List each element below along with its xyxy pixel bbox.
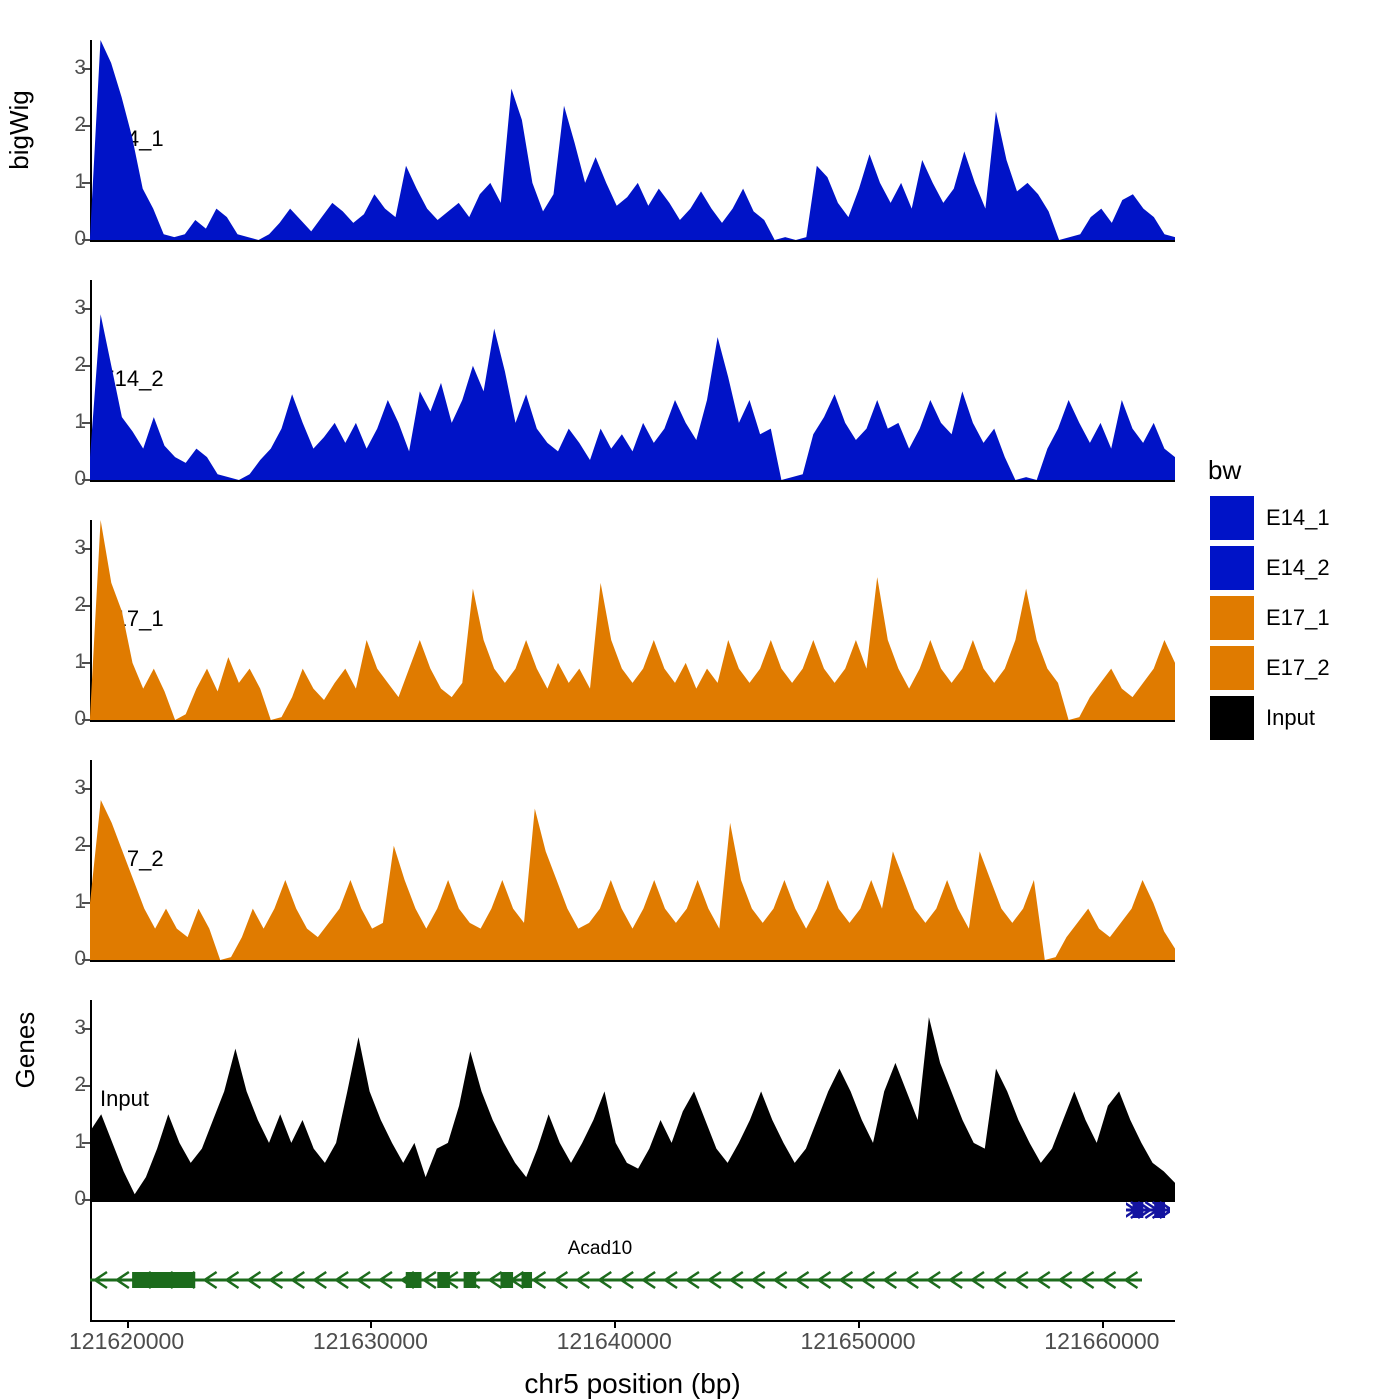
legend-swatch-E14_1 bbox=[1208, 494, 1256, 542]
legend-title: bw bbox=[1208, 455, 1388, 486]
gene-model-Brap[interactable] bbox=[1126, 1190, 1169, 1230]
ytick-label-E17_1-3: 3 bbox=[62, 536, 86, 560]
legend-box: bw E14_1 E14_2 E17_1 E17_2 Input bbox=[1208, 455, 1388, 744]
legend-label-E17_1: E17_1 bbox=[1266, 605, 1330, 631]
legend-label-Input: Input bbox=[1266, 705, 1315, 731]
track-panel-E14_2: 0 1 2 3 E14_2 bbox=[90, 280, 1175, 480]
gene-model-Acad10[interactable] bbox=[90, 1260, 1142, 1300]
gene-exon-Acad10-0 bbox=[132, 1272, 195, 1288]
ytick-label-E17_2-1: 1 bbox=[62, 890, 86, 914]
ytick-label-E14_1-3: 3 bbox=[62, 56, 86, 80]
legend-item-E14_2[interactable]: E14_2 bbox=[1208, 544, 1388, 592]
legend-item-Input[interactable]: Input bbox=[1208, 694, 1388, 742]
genes-panel: Acad10 Brap bbox=[90, 1150, 1175, 1320]
signal-svg-E14_2 bbox=[90, 280, 1175, 480]
xtick-label-121630000: 121630000 bbox=[313, 1328, 428, 1355]
ytick-label-Input-1: 1 bbox=[62, 1130, 86, 1154]
signal-svg-E14_1 bbox=[90, 40, 1175, 240]
legend-item-E14_1[interactable]: E14_1 bbox=[1208, 494, 1388, 542]
xtick-label-121660000: 121660000 bbox=[1044, 1328, 1159, 1355]
signal-svg-E17_2 bbox=[90, 760, 1175, 960]
baseline-E14_2 bbox=[90, 480, 1175, 482]
genes-axis-label: Genes bbox=[10, 950, 41, 1150]
ytick-label-E14_2-0: 0 bbox=[62, 467, 86, 491]
ytick-label-Input-0: 0 bbox=[62, 1187, 86, 1211]
xtick-label-121650000: 121650000 bbox=[800, 1328, 915, 1355]
ytick-label-E14_2-3: 3 bbox=[62, 296, 86, 320]
legend-items: E14_1 E14_2 E17_1 E17_2 Input bbox=[1208, 494, 1388, 742]
legend-swatch-E14_2 bbox=[1208, 544, 1256, 592]
legend-swatch-E17_2 bbox=[1208, 644, 1256, 692]
signal-svg-E17_1 bbox=[90, 520, 1175, 720]
ytick-label-E17_2-3: 3 bbox=[62, 776, 86, 800]
track-panel-E17_2: 0 1 2 3 E17_2 bbox=[90, 760, 1175, 960]
ytick-label-E14_2-2: 2 bbox=[62, 353, 86, 377]
ytick-label-E14_2-1: 1 bbox=[62, 410, 86, 434]
signal-fill-E17_1 bbox=[90, 520, 1175, 720]
signal-fill-E14_2 bbox=[90, 314, 1175, 480]
ytick-label-E17_2-2: 2 bbox=[62, 833, 86, 857]
baseline-E17_1 bbox=[90, 720, 1175, 722]
signal-fill-E17_2 bbox=[90, 800, 1175, 960]
xtick-mark-121650000 bbox=[858, 1320, 860, 1328]
ytick-label-E14_1-2: 2 bbox=[62, 113, 86, 137]
gene-label-Acad10: Acad10 bbox=[568, 1238, 632, 1260]
xtick-label-121620000: 121620000 bbox=[69, 1328, 184, 1355]
xtick-mark-121660000 bbox=[1102, 1320, 1104, 1328]
ytick-label-E17_1-1: 1 bbox=[62, 650, 86, 674]
track-panel-E17_1: 0 1 2 3 E17_1 bbox=[90, 520, 1175, 720]
signal-fill-E14_1 bbox=[90, 40, 1175, 240]
xtick-mark-121640000 bbox=[614, 1320, 616, 1328]
legend-item-E17_2[interactable]: E17_2 bbox=[1208, 644, 1388, 692]
baseline-E17_2 bbox=[90, 960, 1175, 962]
legend-swatch-Input bbox=[1208, 694, 1256, 742]
ytick-label-E17_1-0: 0 bbox=[62, 707, 86, 731]
legend-label-E14_1: E14_1 bbox=[1266, 505, 1330, 531]
x-axis-title: chr5 position (bp) bbox=[90, 1368, 1175, 1400]
legend-label-E14_2: E14_2 bbox=[1266, 555, 1330, 581]
ytick-label-E14_1-1: 1 bbox=[62, 170, 86, 194]
xtick-mark-121630000 bbox=[370, 1320, 372, 1328]
baseline-E14_1 bbox=[90, 240, 1175, 242]
ytick-label-Input-2: 2 bbox=[62, 1073, 86, 1097]
legend-label-E17_2: E17_2 bbox=[1266, 655, 1330, 681]
x-axis-line bbox=[90, 1320, 1175, 1322]
genome-browser-chart: bigWig 0123E14_10123E14_20123E17_10123E1… bbox=[0, 0, 1400, 1400]
gene-label-Brap: Brap bbox=[1128, 1168, 1168, 1190]
ytick-label-E17_1-2: 2 bbox=[62, 593, 86, 617]
legend-swatch-E17_1 bbox=[1208, 594, 1256, 642]
ytick-label-E14_1-0: 0 bbox=[62, 227, 86, 251]
xtick-mark-121620000 bbox=[127, 1320, 129, 1328]
track-panel-E14_1: 0123E14_1 bbox=[90, 40, 1175, 240]
ytick-label-E17_2-0: 0 bbox=[62, 947, 86, 971]
bigwig-axis-label: bigWig bbox=[4, 0, 35, 330]
gene-exon-Acad10-5 bbox=[522, 1272, 533, 1288]
ytick-label-Input-3: 3 bbox=[62, 1016, 86, 1040]
xtick-label-121640000: 121640000 bbox=[557, 1328, 672, 1355]
legend-item-E17_1[interactable]: E17_1 bbox=[1208, 594, 1388, 642]
